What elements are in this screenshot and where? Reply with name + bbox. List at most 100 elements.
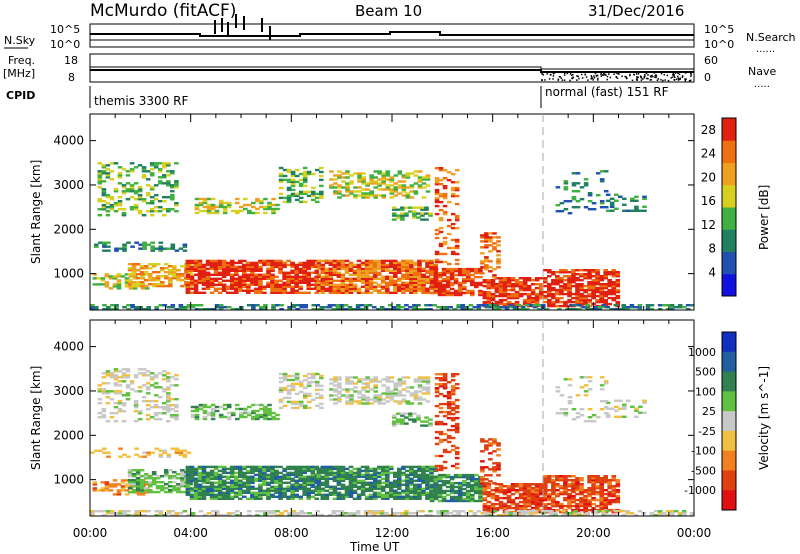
data-cell [490,284,496,288]
data-cell [197,477,203,480]
data-cell [218,308,224,311]
data-cell [255,409,260,413]
data-cell [242,467,247,471]
data-cell [405,287,410,290]
data-cell [421,186,427,189]
data-cell [306,263,311,267]
data-cell [543,496,548,500]
data-cell [530,487,536,490]
data-cell [462,269,467,273]
data-cell [405,481,410,484]
data-cell [144,273,150,276]
data-cell [591,269,596,272]
data-cell [356,291,362,294]
data-cell [559,286,564,290]
data-cell [421,473,426,477]
data-cell [457,497,463,501]
data-cell [201,269,207,272]
data-cell [323,306,329,309]
data-cell [685,304,691,307]
data-cell [336,275,342,278]
data-cell [488,304,494,307]
data-cell [210,413,216,417]
data-cell [603,284,608,288]
data-cell [421,182,427,185]
data-cell [454,240,460,244]
data-cell [365,396,370,399]
data-cell [454,188,460,192]
data-cell [166,180,171,183]
data-cell [368,475,374,478]
data-cell [559,202,565,205]
data-cell [413,267,418,271]
data-cell [137,412,143,415]
data-cell [147,275,153,278]
data-cell [575,269,580,272]
data-cell [522,281,528,284]
data-cell [433,265,438,269]
data-cell [97,182,103,185]
data-cell [286,465,291,469]
data-cell [337,184,342,187]
data-cell [583,273,588,276]
data-cell [125,392,131,395]
data-cell [176,490,181,494]
data-cell [380,269,386,272]
data-cell [113,392,119,395]
data-cell [498,286,504,290]
data-cell [559,210,565,213]
data-cell [434,258,440,262]
data-cell [434,260,440,264]
data-cell [320,469,326,473]
data-cell [364,263,370,267]
data-cell [530,290,536,294]
data-cell [210,407,216,411]
data-cell [129,190,135,193]
data-cell [218,205,224,209]
data-cell [310,283,316,286]
data-cell [389,485,394,488]
data-cell [258,485,263,488]
data-cell [290,172,296,176]
data-cell [466,489,471,493]
data-cell [393,283,398,286]
data-cell [466,267,471,271]
data-cell [357,172,362,175]
data-cell [113,162,119,165]
data-cell [147,283,153,286]
data-cell [266,469,271,473]
data-cell [319,166,324,170]
data-cell [555,283,560,286]
data-cell [611,490,617,494]
data-cell [373,376,378,379]
data-cell [397,402,403,405]
data-cell [401,184,407,187]
data-cell [534,487,540,490]
data-cell [555,304,560,308]
data-cell [278,289,283,292]
data-cell [316,267,322,271]
data-cell [109,416,115,419]
data-cell [364,283,370,286]
data-cell [295,304,300,307]
data-cell [270,289,275,292]
data-cell [587,490,592,494]
data-cell [591,489,596,492]
data-cell [271,306,276,309]
data-cell [413,485,418,488]
data-cell [262,275,267,278]
data-cell [189,495,195,498]
data-cell [364,273,370,276]
data-cell [185,265,191,269]
data-cell [210,308,216,311]
data-cell [474,491,479,495]
data-cell [534,502,540,506]
data-cell [113,390,119,393]
data-cell [142,308,147,311]
data-cell [494,290,500,294]
data-cell [164,271,169,274]
data-cell [282,273,287,276]
data-cell [290,285,295,288]
data-cell [278,174,284,178]
data-cell [278,376,284,380]
